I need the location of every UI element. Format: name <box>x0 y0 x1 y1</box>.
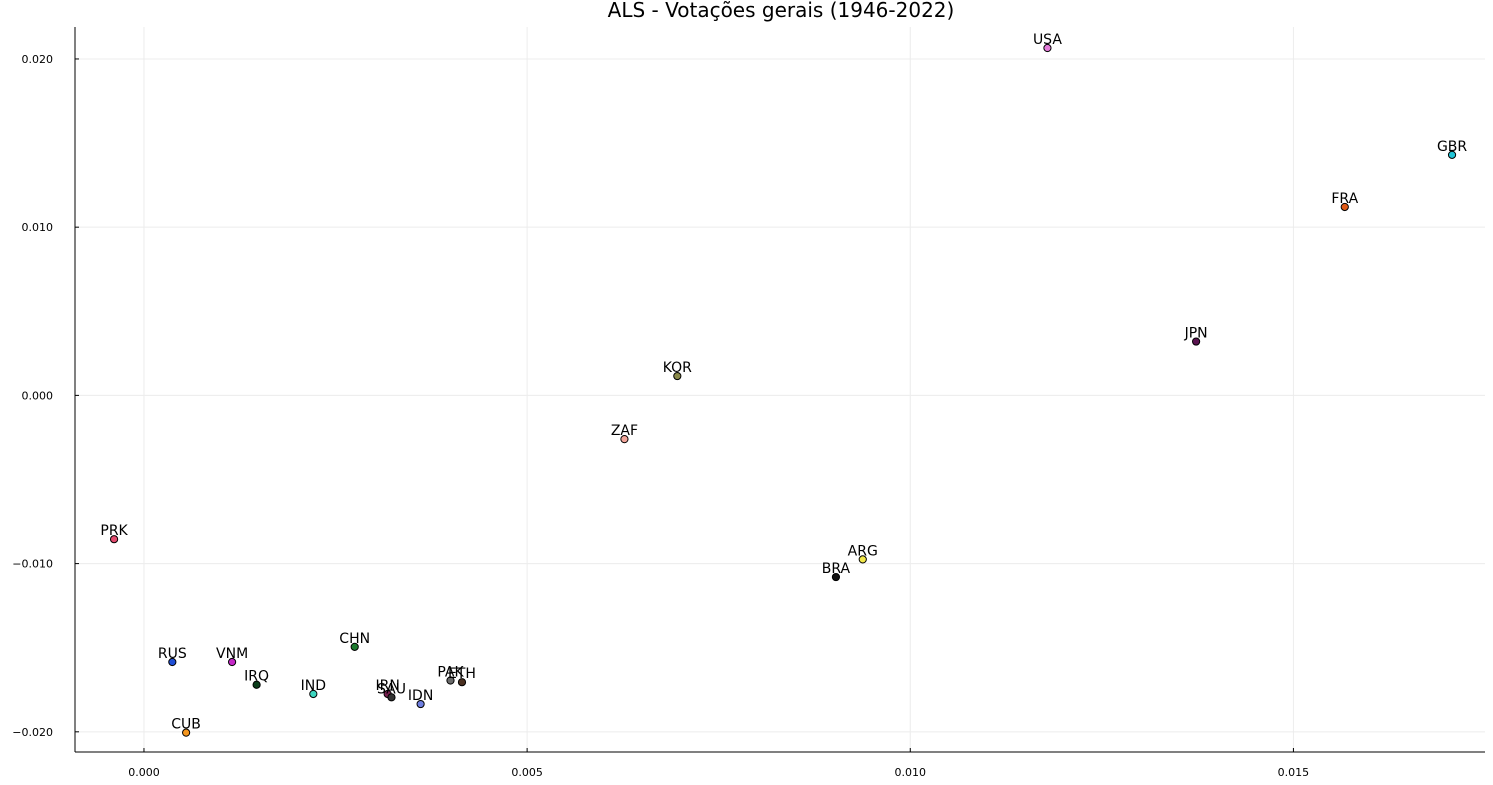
axes <box>74 27 1485 753</box>
data-point-chn: CHN <box>339 631 370 651</box>
data-point-fra: FRA <box>1331 191 1359 212</box>
point-label: ARG <box>848 543 878 559</box>
point-label: IND <box>301 678 326 694</box>
y-tick-label: −0.010 <box>12 558 53 571</box>
data-point-ind: IND <box>301 678 326 699</box>
point-marker <box>309 689 318 699</box>
point-label: IRQ <box>244 669 269 685</box>
point-label: IDN <box>408 688 433 704</box>
point-marker <box>1340 202 1349 212</box>
data-point-gbr: GBR <box>1437 139 1467 159</box>
point-label: GBR <box>1437 139 1467 155</box>
data-point-vnm: VNM <box>216 646 248 667</box>
point-marker <box>252 680 261 689</box>
tick-labels: 0.000 0.005 0.010 0.015 −0.020 −0.010 0.000 0.0… <box>12 53 1309 779</box>
point-label: ETH <box>448 666 476 682</box>
point-label: SAU <box>377 681 406 697</box>
chart-title: ALS - Votações gerais (1946-2022) <box>608 0 955 22</box>
x-tick-label: 0.000 <box>128 766 160 779</box>
data-point-jpn: JPN <box>1184 326 1208 346</box>
point-marker <box>446 676 455 685</box>
point-marker <box>416 699 425 709</box>
point-label: CHN <box>339 631 370 647</box>
point-label: USA <box>1033 32 1062 48</box>
point-label: PRK <box>100 523 128 539</box>
point-marker <box>1192 337 1201 346</box>
point-label: ZAF <box>611 423 638 439</box>
point-label: BRA <box>822 561 851 577</box>
data-point-zaf: ZAF <box>611 423 638 444</box>
y-tick-label: 0.000 <box>22 389 54 402</box>
y-tick-label: 0.010 <box>22 221 54 234</box>
point-label: IRN <box>375 678 399 694</box>
x-tick-label: 0.005 <box>511 766 543 779</box>
data-point-cub: CUB <box>171 717 201 737</box>
point-label: PAK <box>437 665 464 681</box>
data-point-bra: BRA <box>822 561 851 582</box>
point-marker <box>387 693 396 702</box>
grid <box>75 27 1485 752</box>
point-label: RUS <box>158 646 187 662</box>
point-label: JPN <box>1184 326 1208 342</box>
data-point-arg: ARG <box>848 543 878 564</box>
data-point-kor: KOR <box>663 360 692 381</box>
point-marker <box>457 678 467 687</box>
point-marker <box>227 657 237 667</box>
x-tick-label: 0.015 <box>1278 766 1310 779</box>
data-points: USA GBR FRA JPN KOR ZAF PRK ARG BRA CHN RUS VNM IRQ I… <box>100 32 1467 737</box>
data-point-sau: SAU <box>377 681 406 702</box>
point-marker <box>1043 43 1052 53</box>
point-marker <box>109 535 119 544</box>
data-point-rus: RUS <box>158 646 187 667</box>
x-tick-label: 0.010 <box>895 766 927 779</box>
point-label: KOR <box>663 360 692 376</box>
y-tick-label: −0.020 <box>12 726 53 739</box>
data-point-pak: PAK <box>437 665 464 685</box>
point-label: VNM <box>216 646 248 662</box>
point-label: CUB <box>171 717 201 733</box>
point-marker <box>673 371 682 381</box>
data-point-eth: ETH <box>448 666 476 687</box>
y-tick-label: 0.020 <box>22 53 54 66</box>
point-marker <box>858 555 867 564</box>
data-point-idn: IDN <box>408 688 433 709</box>
data-point-usa: USA <box>1033 32 1062 53</box>
point-marker <box>350 642 359 651</box>
data-point-prk: PRK <box>100 523 129 544</box>
data-point-irq: IRQ <box>244 669 269 689</box>
point-marker <box>1447 150 1457 159</box>
point-marker <box>182 728 191 737</box>
point-marker <box>168 657 177 667</box>
point-marker <box>620 435 629 444</box>
point-marker <box>831 572 841 582</box>
point-label: FRA <box>1331 191 1358 207</box>
